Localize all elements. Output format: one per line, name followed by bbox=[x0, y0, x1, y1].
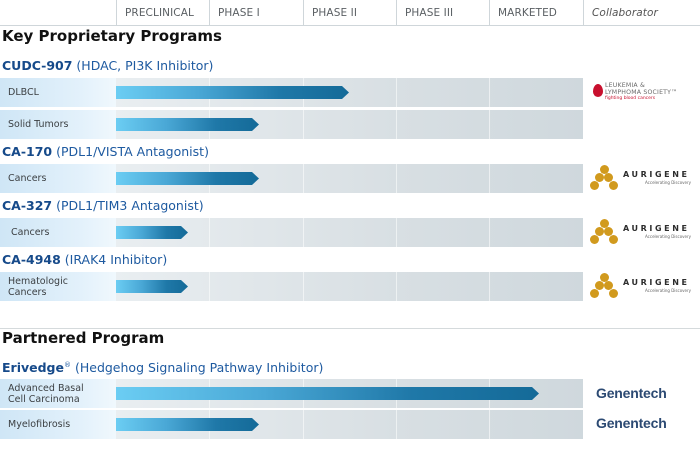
indication-label: Solid Tumors bbox=[0, 110, 116, 139]
indication-label: Cancers bbox=[0, 164, 116, 193]
program-name: Erivedge bbox=[2, 360, 64, 375]
hexagon-icon bbox=[595, 281, 604, 290]
genentech-logo: Genentech bbox=[596, 415, 667, 431]
hexagon-icon bbox=[590, 289, 599, 298]
hexagon-icon bbox=[595, 173, 604, 182]
pipeline-row-hematologic-cancers: Hematologic Cancers bbox=[0, 272, 583, 301]
lls-line2: LYMPHOMA SOCIETY™ bbox=[605, 89, 678, 96]
program-title-ca-4948: CA-4948 (IRAK4 Inhibitor) bbox=[2, 252, 167, 267]
program-desc: (Hedgehog Signaling Pathway Inhibitor) bbox=[71, 360, 324, 375]
hexagon-icon bbox=[595, 227, 604, 236]
blood-drop-icon bbox=[593, 84, 603, 97]
hexagon-icon bbox=[609, 289, 618, 298]
genentech-logo: Genentech bbox=[596, 385, 667, 401]
hexagon-icon bbox=[600, 273, 609, 282]
aurigene-name: AURIGENE bbox=[623, 224, 690, 233]
hexagon-icon bbox=[604, 227, 613, 236]
pipeline-row-dlbcl: DLBCL bbox=[0, 78, 583, 107]
pipeline-row-advanced-basal-cell-carcinoma: Advanced Basal Cell Carcinoma bbox=[0, 379, 583, 408]
lls-line1: LEUKEMIA & bbox=[605, 82, 646, 89]
stage-grid bbox=[116, 218, 583, 247]
program-name: CA-170 bbox=[2, 144, 53, 159]
section-title-proprietary: Key Proprietary Programs bbox=[2, 27, 222, 45]
progress-bar-preclinical bbox=[116, 280, 188, 293]
program-name: CA-4948 bbox=[2, 252, 61, 267]
header-preclinical: PRECLINICAL bbox=[116, 0, 209, 26]
aurigene-tagline: Accelerating Discovery bbox=[645, 288, 691, 293]
hexagon-icon bbox=[590, 181, 599, 190]
pipeline-row-solid-tumors: Solid Tumors bbox=[0, 110, 583, 139]
progress-bar-phase-1 bbox=[116, 418, 259, 431]
header-phase-1: PHASE I bbox=[209, 0, 303, 26]
lls-logo: LEUKEMIA & LYMPHOMA SOCIETY™ fighting blo… bbox=[593, 81, 693, 105]
hexagon-icon bbox=[609, 181, 618, 190]
program-title-ca-327: CA-327 (PDL1/TIM3 Antagonist) bbox=[2, 198, 204, 213]
hexagon-icon bbox=[590, 235, 599, 244]
registered-mark: ® bbox=[64, 360, 71, 369]
aurigene-logo: AURIGENE Accelerating Discovery bbox=[590, 273, 691, 299]
stage-grid bbox=[116, 272, 583, 301]
aurigene-tagline: Accelerating Discovery bbox=[645, 180, 691, 185]
progress-bar-phase-1 bbox=[116, 172, 259, 185]
program-desc: (PDL1/TIM3 Antagonist) bbox=[52, 198, 204, 213]
program-desc: (PDL1/VISTA Antagonist) bbox=[52, 144, 209, 159]
lls-tagline: fighting blood cancers bbox=[605, 96, 656, 101]
program-title-cudc-907: CUDC-907 (HDAC, PI3K Inhibitor) bbox=[2, 58, 213, 73]
aurigene-name: AURIGENE bbox=[623, 278, 690, 287]
program-desc: (IRAK4 Inhibitor) bbox=[60, 252, 168, 267]
progress-bar-phase-1 bbox=[116, 118, 259, 131]
program-title-erivedge: Erivedge® (Hedgehog Signaling Pathway In… bbox=[2, 360, 323, 375]
indication-label: Advanced Basal Cell Carcinoma bbox=[0, 379, 116, 408]
pipeline-row-ca327-cancers: Cancers bbox=[0, 218, 583, 247]
hexagon-icon bbox=[600, 219, 609, 228]
program-name: CUDC-907 bbox=[2, 58, 73, 73]
pipeline-row-myelofibrosis: Myelofibrosis bbox=[0, 410, 583, 439]
progress-bar-marketed bbox=[116, 387, 539, 400]
header-marketed: MARKETED bbox=[489, 0, 583, 26]
header-phase-3: PHASE III bbox=[396, 0, 489, 26]
indication-label: DLBCL bbox=[0, 78, 116, 107]
header-phase-2: PHASE II bbox=[303, 0, 396, 26]
hexagon-icon bbox=[604, 173, 613, 182]
section-divider bbox=[0, 328, 700, 329]
indication-label: Hematologic Cancers bbox=[0, 272, 116, 301]
aurigene-logo: AURIGENE Accelerating Discovery bbox=[590, 165, 691, 191]
aurigene-tagline: Accelerating Discovery bbox=[645, 234, 691, 239]
indication-label: Myelofibrosis bbox=[0, 410, 116, 439]
pipeline-row-ca170-cancers: Cancers bbox=[0, 164, 583, 193]
aurigene-name: AURIGENE bbox=[623, 170, 690, 179]
hexagon-icon bbox=[600, 165, 609, 174]
section-title-partnered: Partnered Program bbox=[2, 329, 165, 347]
program-desc: (HDAC, PI3K Inhibitor) bbox=[72, 58, 214, 73]
aurigene-logo: AURIGENE Accelerating Discovery bbox=[590, 219, 691, 245]
program-title-ca-170: CA-170 (PDL1/VISTA Antagonist) bbox=[2, 144, 209, 159]
header-collaborator: Collaborator bbox=[583, 0, 700, 26]
indication-label: Cancers bbox=[0, 218, 116, 247]
hexagon-icon bbox=[604, 281, 613, 290]
progress-bar-phase-2 bbox=[116, 86, 349, 99]
progress-bar-preclinical bbox=[116, 226, 188, 239]
hexagon-icon bbox=[609, 235, 618, 244]
program-name: CA-327 bbox=[2, 198, 53, 213]
stage-header: PRECLINICAL PHASE I PHASE II PHASE III M… bbox=[0, 0, 700, 26]
